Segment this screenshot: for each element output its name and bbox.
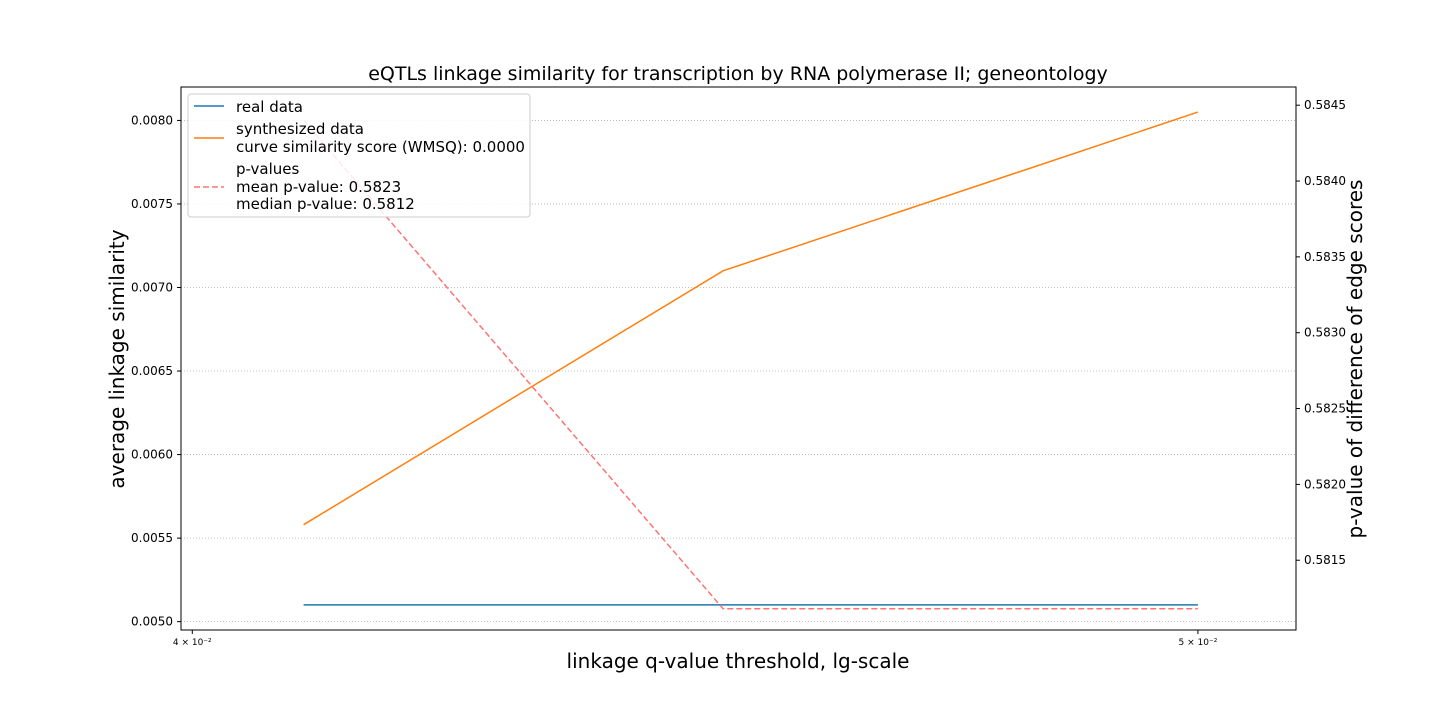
y-tick-label: 0.0080 <box>131 113 173 127</box>
legend-box <box>187 93 531 218</box>
legend: real data synthesized data curve similar… <box>187 93 531 218</box>
chart-title: eQTLs linkage similarity for transcripti… <box>368 63 1108 85</box>
y2-tick-label: 0.5835 <box>1304 250 1346 264</box>
plot-frame <box>180 86 1297 631</box>
x-tick-label: 5 × 10⁻² <box>1179 638 1218 648</box>
y-tick-label: 0.0065 <box>131 364 173 378</box>
x-axis-label: linkage q-value threshold, lg-scale <box>567 649 910 673</box>
y2-tick-label: 0.5815 <box>1304 553 1346 567</box>
legend-label-synthesized-data: synthesized data <box>236 120 364 138</box>
y-tick-label: 0.0055 <box>131 531 173 545</box>
y2-tick-label: 0.5825 <box>1304 402 1346 416</box>
y2-tick-label: 0.5840 <box>1304 174 1346 188</box>
legend-label-median-p-value: median p-value: 0.5812 <box>236 195 415 213</box>
series-group <box>303 111 1199 610</box>
y-axis-label: average linkage similarity <box>105 229 129 488</box>
y2-axis-label: p-value of difference of edge scores <box>1343 180 1367 539</box>
y2-tick-label: 0.5820 <box>1304 477 1346 491</box>
y-tick-label: 0.0075 <box>131 197 173 211</box>
y2-tick-label: 0.5845 <box>1304 98 1346 112</box>
y-tick-label: 0.0060 <box>131 448 173 462</box>
series-line-synthesized-data <box>303 111 1199 526</box>
y-tick-label: 0.0070 <box>131 280 173 294</box>
y2-tick-label: 0.5830 <box>1304 326 1346 340</box>
right-axis-ticks: 0.5815 0.5820 0.5825 0.5830 0.5835 0.5840 0.58… <box>1296 98 1346 567</box>
legend-label-mean-p-value: mean p-value: 0.5823 <box>236 178 401 196</box>
legend-label-real-data: real data <box>236 98 303 116</box>
y-tick-label: 0.0050 <box>131 615 173 629</box>
legend-label-wmsq-score: curve similarity score (WMSQ): 0.0000 <box>236 138 525 156</box>
x-tick-label: 4 × 10⁻² <box>173 638 212 648</box>
series-line-p-values <box>303 119 1198 610</box>
left-axis-ticks: 0.0050 0.0055 0.0060 0.0065 0.0070 0.0075 0.00… <box>131 113 181 629</box>
legend-label-p-values: p-values <box>236 160 300 178</box>
x-axis-ticks: 4 × 10⁻² 5 × 10⁻² <box>173 630 1218 648</box>
